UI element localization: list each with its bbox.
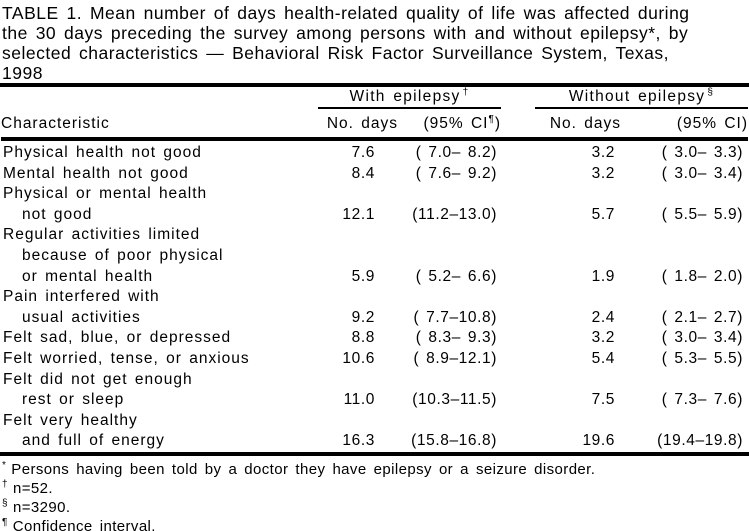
without-days-value: 5.7 bbox=[591, 205, 616, 223]
table-row: Felt did not get enough rest or sleep 11.… bbox=[1, 370, 748, 411]
dagger-footnote-marker: † bbox=[462, 86, 470, 98]
with-ci-value: ( 7.7–10.8) bbox=[413, 308, 498, 326]
row-label: Felt did not get enough rest or sleep bbox=[3, 370, 193, 409]
without-ci-value: ( 3.0– 3.3) bbox=[661, 144, 744, 161]
without-days-value: 1.9 bbox=[591, 267, 616, 285]
table-row: Pain interfered with usual activities 9.2… bbox=[1, 287, 748, 328]
without-ci-value: ( 3.0– 3.4) bbox=[661, 329, 744, 347]
pilcrow-footnote-marker: ¶ bbox=[2, 516, 8, 528]
footnotes: * Persons having been told by a doctor th… bbox=[0, 456, 749, 531]
row-label: Regular activities limited because of poo… bbox=[3, 226, 224, 285]
without-ci-value: ( 5.3– 5.5) bbox=[661, 349, 744, 367]
table-title-line: 1998 bbox=[2, 63, 43, 83]
table-title-line: the 30 days preceding the survey among p… bbox=[2, 23, 689, 43]
with-ci-value: ( 7.6– 9.2) bbox=[415, 164, 498, 182]
footnote-text: Persons having been told by a doctor the… bbox=[11, 460, 596, 478]
with-days-value: 5.9 bbox=[351, 267, 375, 285]
without-days-value: 3.2 bbox=[591, 329, 616, 347]
bottom-rule bbox=[0, 451, 749, 456]
table-title-line: selected characteristics — Behavioral Ri… bbox=[2, 43, 670, 63]
footnote: § n=3290. bbox=[2, 498, 749, 517]
characteristic-column-header: Characteristic bbox=[1, 109, 318, 141]
table-title: TABLE 1. Mean number of days health-rela… bbox=[0, 0, 749, 83]
table-row: Mental health not good 8.4 ( 7.6– 9.2) 3… bbox=[1, 164, 748, 185]
top-rule bbox=[0, 83, 749, 87]
with-ci-value: (10.3–11.5) bbox=[412, 391, 498, 409]
without-epilepsy-group-header: Without epilepsy § bbox=[535, 86, 749, 109]
table-row: Felt sad, blue, or depressed 8.8 ( 8.3– … bbox=[1, 328, 748, 349]
with-ci-value: ( 8.3– 9.3) bbox=[415, 329, 498, 347]
with-days-value: 8.8 bbox=[351, 329, 375, 347]
group-label: Without epilepsy bbox=[568, 88, 706, 105]
table-row: Felt very healthy and full of energy 16.3… bbox=[1, 411, 748, 452]
asterisk-footnote-marker: * bbox=[2, 459, 7, 471]
with-ci-value: (11.2–13.0) bbox=[412, 205, 498, 223]
footnote-text: Confidence interval. bbox=[12, 517, 156, 531]
with-days-value: 9.2 bbox=[351, 308, 375, 326]
without-days-column-header: No. days bbox=[501, 109, 622, 141]
empty-stub-cell bbox=[1, 87, 318, 109]
table-row: Physical health not good 7.6 ( 7.0– 8.2)… bbox=[1, 139, 748, 164]
column-group-row: With epilepsy † Without epilepsy § bbox=[1, 86, 749, 109]
with-days-column-header: No. days bbox=[318, 109, 398, 141]
section-footnote-marker: § bbox=[707, 86, 715, 98]
with-ci-value: ( 8.9–12.1) bbox=[413, 349, 498, 367]
dagger-footnote-marker: † bbox=[2, 478, 8, 490]
table-row: Physical or mental health not good 12.1 (… bbox=[1, 184, 748, 225]
with-ci-value: ( 5.2– 6.6) bbox=[415, 267, 498, 285]
with-days-value: 8.4 bbox=[351, 164, 375, 182]
footnote-text: n=3290. bbox=[12, 498, 71, 516]
with-days-value: 7.6 bbox=[351, 144, 375, 161]
without-ci-value: ( 2.1– 2.7) bbox=[661, 308, 744, 326]
with-epilepsy-group-cell: With epilepsy † bbox=[318, 86, 502, 109]
without-ci-value: (19.4–19.8) bbox=[657, 432, 744, 450]
without-days-value: 2.4 bbox=[591, 308, 616, 326]
row-label: Mental health not good bbox=[3, 164, 189, 182]
with-epilepsy-group-header: With epilepsy † bbox=[318, 86, 502, 109]
with-ci-column-header: (95% CI¶) bbox=[398, 109, 502, 141]
without-days-value: 5.4 bbox=[591, 349, 616, 367]
row-label: Physical health not good bbox=[3, 144, 202, 161]
without-days-value: 3.2 bbox=[591, 144, 616, 161]
column-header-row: Characteristic No. days (95% CI¶) No. da… bbox=[1, 109, 749, 141]
without-days-value: 7.5 bbox=[591, 391, 616, 409]
row-label: Physical or mental health not good bbox=[3, 185, 208, 223]
group-label: With epilepsy bbox=[349, 88, 461, 105]
row-label: Felt very healthy and full of energy bbox=[3, 411, 165, 450]
table-body: Physical health not good 7.6 ( 7.0– 8.2)… bbox=[1, 139, 748, 452]
with-days-value: 10.6 bbox=[342, 349, 375, 367]
footnote: † n=52. bbox=[2, 479, 749, 498]
qol-days-table: With epilepsy † Without epilepsy § Charact… bbox=[1, 86, 749, 452]
footnote-text: n=52. bbox=[12, 479, 53, 497]
footnote: ¶ Confidence interval. bbox=[2, 517, 749, 531]
row-label: Felt worried, tense, or anxious bbox=[3, 349, 250, 367]
with-days-value: 11.0 bbox=[343, 391, 375, 409]
with-days-value: 12.1 bbox=[342, 205, 375, 223]
table-row: Regular activities limited because of poo… bbox=[1, 225, 748, 287]
without-ci-column-header: (95% CI) bbox=[621, 109, 749, 141]
without-days-value: 19.6 bbox=[582, 432, 616, 450]
table-header: With epilepsy † Without epilepsy § Charact… bbox=[1, 86, 749, 141]
without-days-value: 3.2 bbox=[591, 164, 616, 182]
without-ci-value: ( 3.0– 3.4) bbox=[661, 164, 744, 182]
with-ci-value: (15.8–16.8) bbox=[411, 432, 498, 450]
without-ci-value: ( 7.3– 7.6) bbox=[661, 391, 744, 409]
pilcrow-footnote-marker: ¶ bbox=[488, 113, 495, 125]
with-ci-value: ( 7.0– 8.2) bbox=[415, 144, 498, 161]
table-title-line: TABLE 1. Mean number of days health-rela… bbox=[2, 3, 690, 23]
without-ci-value: ( 1.8– 2.0) bbox=[661, 267, 744, 285]
footnote: * Persons having been told by a doctor th… bbox=[2, 460, 749, 479]
table-row: Felt worried, tense, or anxious 10.6 ( 8… bbox=[1, 349, 748, 370]
section-footnote-marker: § bbox=[2, 497, 8, 509]
without-epilepsy-group-cell: Without epilepsy § bbox=[501, 86, 749, 109]
row-label: Felt sad, blue, or depressed bbox=[3, 329, 232, 347]
without-ci-value: ( 5.5– 5.9) bbox=[661, 205, 744, 223]
with-days-value: 16.3 bbox=[342, 432, 375, 450]
row-label: Pain interfered with usual activities bbox=[3, 288, 160, 326]
